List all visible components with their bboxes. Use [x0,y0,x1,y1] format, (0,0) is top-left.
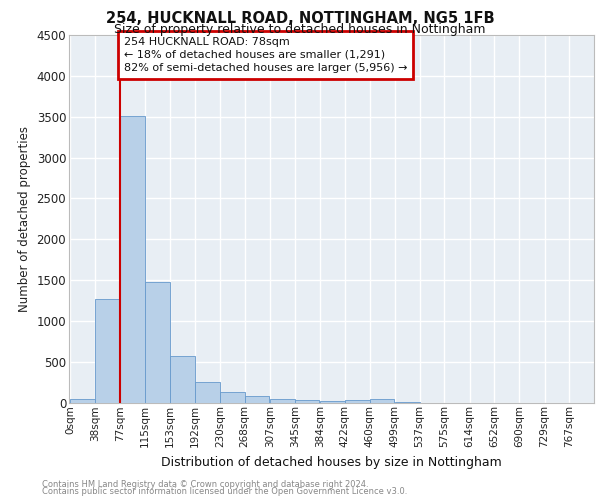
Text: Contains public sector information licensed under the Open Government Licence v3: Contains public sector information licen… [42,487,407,496]
Text: 254 HUCKNALL ROAD: 78sqm
← 18% of detached houses are smaller (1,291)
82% of sem: 254 HUCKNALL ROAD: 78sqm ← 18% of detach… [124,36,407,73]
Bar [195,382,220,402]
Y-axis label: Number of detached properties: Number of detached properties [18,126,31,312]
Bar [220,392,245,402]
Bar [245,396,269,402]
X-axis label: Distribution of detached houses by size in Nottingham: Distribution of detached houses by size … [161,456,502,468]
Bar [345,400,370,402]
Bar [170,356,194,403]
Bar [295,400,319,402]
Bar [370,399,394,402]
Text: Size of property relative to detached houses in Nottingham: Size of property relative to detached ho… [114,22,486,36]
Bar [70,399,95,402]
Text: Contains HM Land Registry data © Crown copyright and database right 2024.: Contains HM Land Registry data © Crown c… [42,480,368,489]
Bar [145,282,170,403]
Bar [121,116,145,403]
Bar [95,299,120,403]
Bar [270,399,295,402]
Text: 254, HUCKNALL ROAD, NOTTINGHAM, NG5 1FB: 254, HUCKNALL ROAD, NOTTINGHAM, NG5 1FB [106,11,494,26]
